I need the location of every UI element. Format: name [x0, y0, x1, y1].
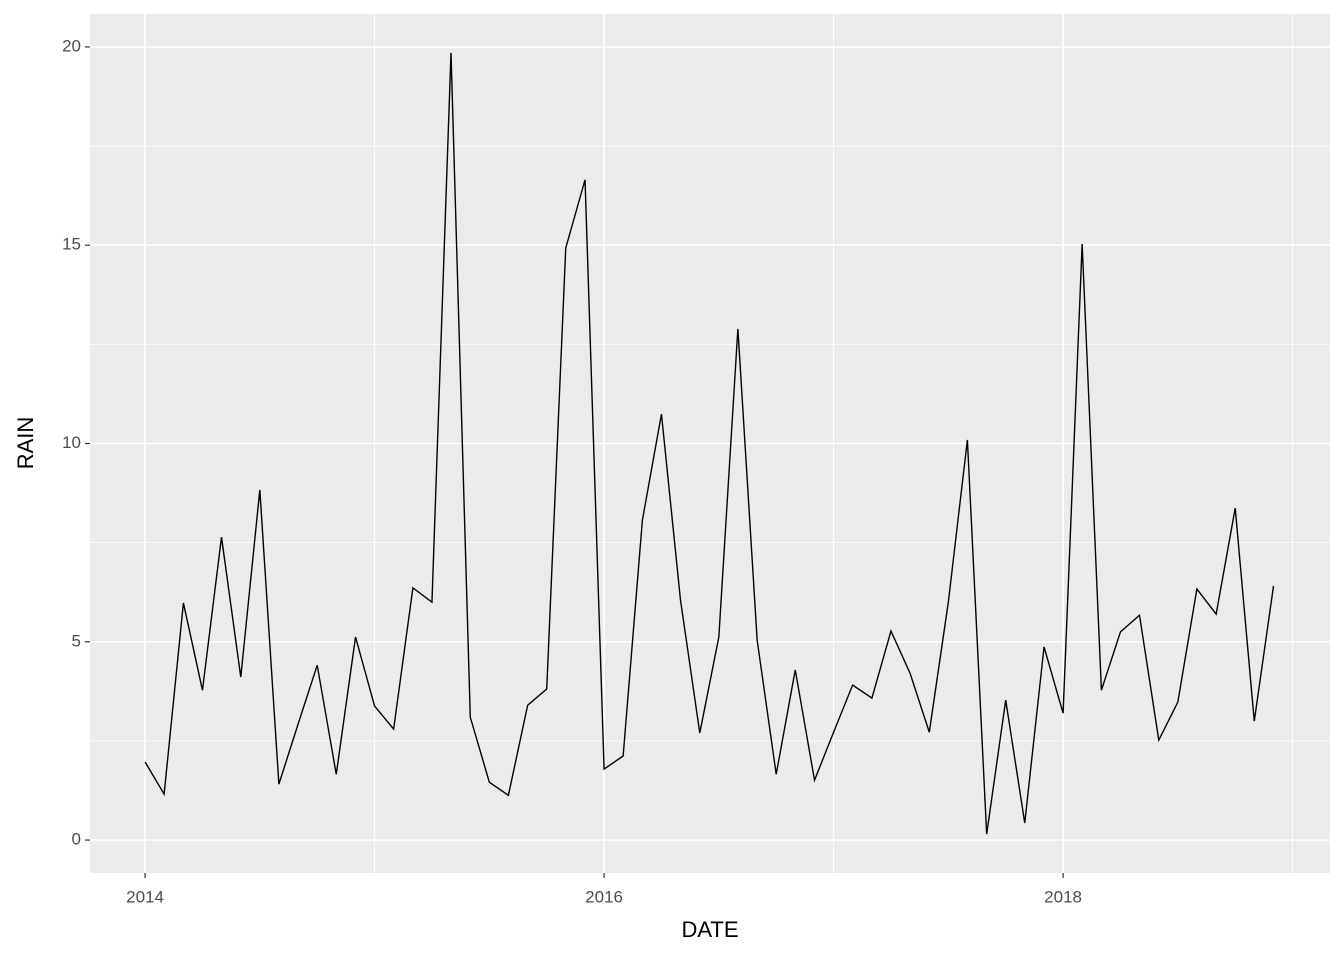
x-tick-label: 2014 — [126, 887, 164, 906]
x-tick-label: 2018 — [1044, 887, 1082, 906]
y-tick-label: 10 — [62, 433, 81, 452]
line — [144, 52, 1275, 835]
y-tick-label: 15 — [62, 235, 81, 254]
y-tick-label: 0 — [72, 830, 81, 849]
y-tick-label: 20 — [62, 36, 81, 55]
x-tick-label: 2016 — [585, 887, 623, 906]
x-axis-title: DATE — [681, 917, 738, 942]
y-axis-title: RAIN — [13, 417, 38, 470]
y-tick-label: 5 — [72, 631, 81, 650]
